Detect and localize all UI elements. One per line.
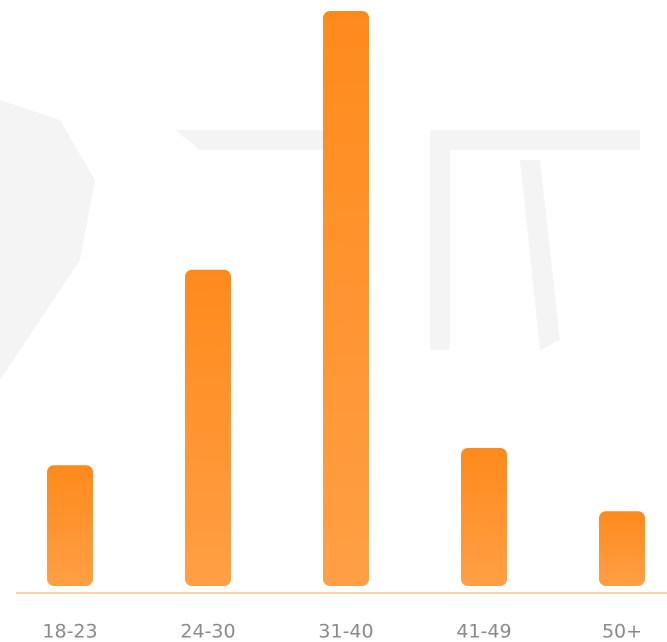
bar (599, 511, 645, 586)
watermark (0, 100, 640, 380)
bar (323, 11, 369, 586)
x-tick-label: 24-30 (180, 621, 235, 642)
bar (185, 269, 231, 586)
x-tick-label: 18-23 (42, 621, 97, 642)
x-tick-label: 31-40 (318, 621, 373, 642)
x-tick-label: 41-49 (456, 621, 511, 642)
x-tick-label: 50+ (602, 621, 642, 642)
bar (47, 465, 93, 586)
bar (461, 448, 507, 586)
